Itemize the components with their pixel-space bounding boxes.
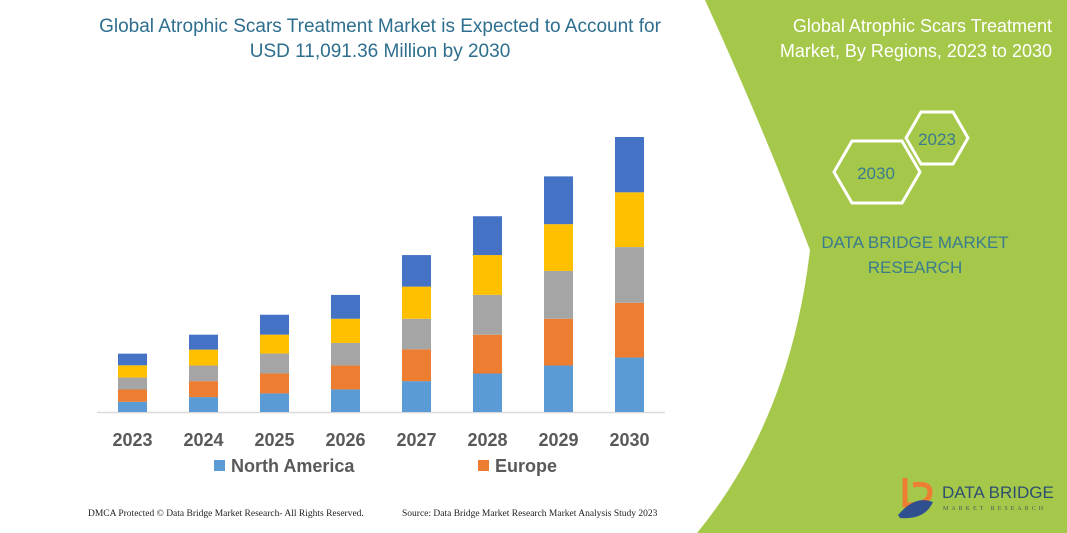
data-bridge-logo: DATA BRIDGE MARKET RESEARCH	[898, 478, 1054, 519]
bar-2025-series-1	[260, 373, 289, 394]
bar-2024-series-3	[189, 349, 218, 366]
hex-label-2030: 2030	[857, 164, 895, 183]
bar-2030-series-1	[615, 302, 644, 358]
stacked-bar-chart: 2023 2024 2025 2026 2027 2028 2029 2030 North Am…	[97, 137, 665, 476]
bar-2025-series-0	[260, 393, 289, 412]
hexagon-2030	[832, 139, 922, 205]
bar-2029-series-0	[544, 365, 573, 412]
chart-title: Global Atrophic Scars Treatment Market i…	[99, 16, 661, 62]
x-tick-label: 2029	[538, 430, 578, 450]
x-tick-label: 2027	[396, 430, 436, 450]
bar-2028-series-0	[473, 373, 502, 412]
hexagon-2023	[904, 110, 970, 166]
bar-2028-series-3	[473, 255, 502, 295]
bar-2026-series-2	[331, 342, 360, 366]
x-tick-label: 2024	[183, 430, 223, 450]
bar-2030-series-2	[615, 247, 644, 303]
bar-2023-series-3	[118, 365, 147, 378]
green-panel	[697, 0, 1067, 533]
bar-2030-series-0	[615, 357, 644, 412]
bar-2027-series-4	[402, 255, 431, 287]
bar-2030-series-3	[615, 192, 644, 248]
bar-2023-series-0	[118, 401, 147, 412]
x-tick-label: 2026	[325, 430, 365, 450]
x-tick-label: 2025	[254, 430, 294, 450]
bar-2027-series-2	[402, 318, 431, 350]
bar-2028-series-2	[473, 294, 502, 335]
bar-2025-series-2	[260, 353, 289, 374]
hex-label-2023: 2023	[918, 130, 956, 149]
bar-2027-series-0	[402, 381, 431, 412]
footer-source: Source: Data Bridge Market Research Mark…	[402, 509, 658, 519]
bar-2027-series-1	[402, 349, 431, 382]
x-tick-label: 2030	[609, 430, 649, 450]
bar-2026-series-3	[331, 318, 360, 343]
bar-2023-series-4	[118, 353, 147, 366]
legend-swatch	[214, 460, 225, 471]
bar-2025-series-3	[260, 334, 289, 354]
x-tick-label: 2028	[467, 430, 507, 450]
legend-swatch	[478, 460, 489, 471]
bar-2026-series-1	[331, 365, 360, 390]
bar-2023-series-2	[118, 377, 147, 390]
bar-2026-series-4	[331, 294, 360, 319]
bar-2028-series-1	[473, 334, 502, 374]
legend-label: North America	[231, 456, 355, 476]
bar-2028-series-4	[473, 216, 502, 256]
brand-text: DATA BRIDGE MARKET RESEARCH	[821, 233, 1009, 277]
svg-text:DATA BRIDGE: DATA BRIDGE	[942, 483, 1054, 502]
bar-2030-series-4	[615, 137, 644, 193]
bar-2027-series-3	[402, 286, 431, 319]
bar-2024-series-1	[189, 381, 218, 398]
svg-text:MARKET RESEARCH: MARKET RESEARCH	[943, 506, 1046, 512]
bar-2026-series-0	[331, 389, 360, 412]
panel-title: Global Atrophic Scars Treatment Market, …	[779, 16, 1052, 61]
bar-2029-series-2	[544, 270, 573, 319]
bar-2029-series-4	[544, 176, 573, 225]
bar-2023-series-1	[118, 389, 147, 402]
bar-2024-series-2	[189, 365, 218, 382]
bar-2024-series-4	[189, 334, 218, 350]
bar-2025-series-4	[260, 314, 289, 335]
bar-2029-series-1	[544, 318, 573, 366]
footer-copyright: DMCA Protected © Data Bridge Market Rese…	[88, 509, 364, 519]
x-tick-label: 2023	[112, 430, 152, 450]
legend-label: Europe	[495, 456, 557, 476]
bar-2024-series-0	[189, 397, 218, 412]
bar-2029-series-3	[544, 224, 573, 271]
